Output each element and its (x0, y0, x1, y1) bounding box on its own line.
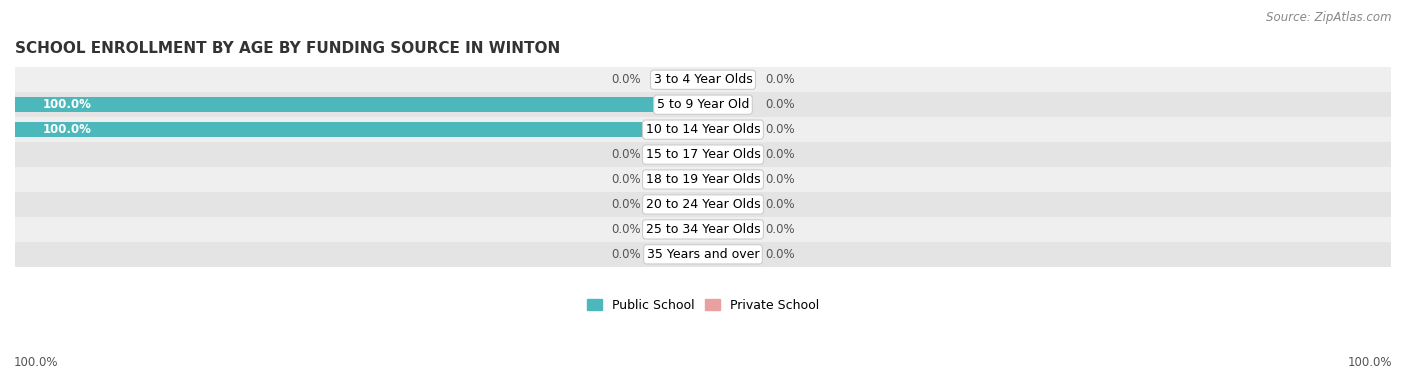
Bar (15, 122, 703, 137)
Bar (703, 122, 751, 137)
Text: 20 to 24 Year Olds: 20 to 24 Year Olds (645, 198, 761, 211)
Text: 100.0%: 100.0% (42, 123, 91, 136)
Text: 0.0%: 0.0% (765, 223, 794, 236)
Bar (15, 242, 1391, 267)
Bar (703, 172, 751, 187)
Text: 0.0%: 0.0% (765, 173, 794, 186)
Bar (703, 147, 751, 162)
Bar (703, 247, 751, 262)
Text: 0.0%: 0.0% (765, 148, 794, 161)
Text: 100.0%: 100.0% (14, 357, 59, 369)
Text: 0.0%: 0.0% (612, 198, 641, 211)
Text: 0.0%: 0.0% (612, 148, 641, 161)
Bar (655, 247, 703, 262)
Bar (15, 97, 703, 112)
Text: 25 to 34 Year Olds: 25 to 34 Year Olds (645, 223, 761, 236)
Text: Source: ZipAtlas.com: Source: ZipAtlas.com (1267, 11, 1392, 24)
Text: 5 to 9 Year Old: 5 to 9 Year Old (657, 98, 749, 111)
Text: 0.0%: 0.0% (765, 98, 794, 111)
Legend: Public School, Private School: Public School, Private School (582, 294, 824, 317)
Text: 0.0%: 0.0% (765, 73, 794, 86)
Text: SCHOOL ENROLLMENT BY AGE BY FUNDING SOURCE IN WINTON: SCHOOL ENROLLMENT BY AGE BY FUNDING SOUR… (15, 41, 560, 57)
Bar (15, 167, 1391, 192)
Bar (655, 147, 703, 162)
Bar (703, 197, 751, 212)
Bar (703, 72, 751, 87)
Text: 0.0%: 0.0% (612, 223, 641, 236)
Text: 0.0%: 0.0% (765, 198, 794, 211)
Text: 35 Years and over: 35 Years and over (647, 248, 759, 261)
Bar (655, 222, 703, 237)
Bar (703, 97, 751, 112)
Bar (15, 142, 1391, 167)
Bar (15, 192, 1391, 217)
Text: 15 to 17 Year Olds: 15 to 17 Year Olds (645, 148, 761, 161)
Bar (655, 72, 703, 87)
Text: 0.0%: 0.0% (765, 248, 794, 261)
Bar (655, 172, 703, 187)
Text: 0.0%: 0.0% (765, 123, 794, 136)
Bar (655, 197, 703, 212)
Text: 3 to 4 Year Olds: 3 to 4 Year Olds (654, 73, 752, 86)
Text: 0.0%: 0.0% (612, 248, 641, 261)
Text: 0.0%: 0.0% (612, 73, 641, 86)
Bar (15, 217, 1391, 242)
Text: 100.0%: 100.0% (42, 98, 91, 111)
Text: 10 to 14 Year Olds: 10 to 14 Year Olds (645, 123, 761, 136)
Text: 0.0%: 0.0% (612, 173, 641, 186)
Text: 100.0%: 100.0% (1347, 357, 1392, 369)
Bar (15, 67, 1391, 92)
Bar (15, 92, 1391, 117)
Bar (15, 117, 1391, 142)
Bar (703, 222, 751, 237)
Text: 18 to 19 Year Olds: 18 to 19 Year Olds (645, 173, 761, 186)
